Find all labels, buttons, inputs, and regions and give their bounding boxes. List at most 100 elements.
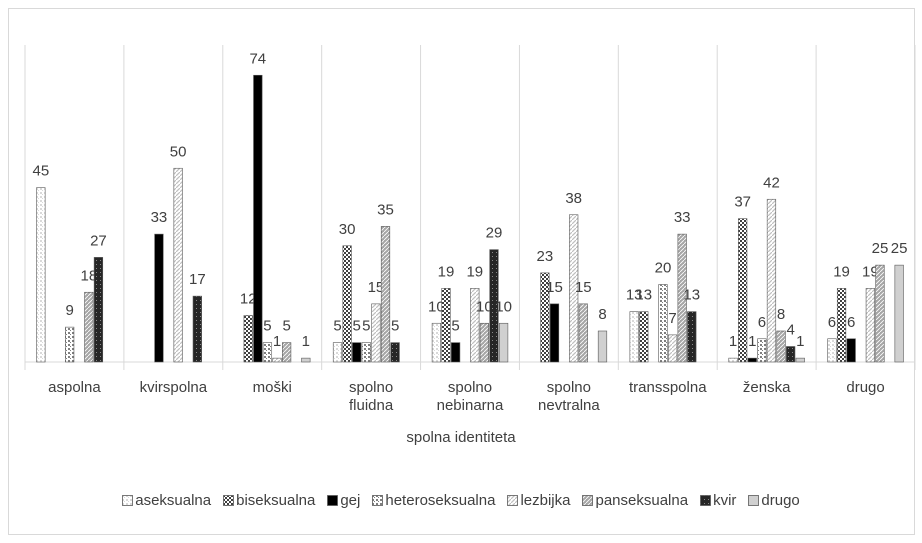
bar (352, 342, 362, 363)
legend-item: heteroseksualna (372, 492, 495, 509)
value-label: 29 (486, 225, 503, 242)
value-label: 15 (575, 279, 592, 296)
value-label: 42 (763, 174, 780, 191)
bar (795, 357, 805, 363)
bar (846, 338, 856, 363)
value-label: 25 (872, 240, 889, 257)
bar (282, 342, 292, 363)
legend-label: lezbijka (520, 492, 571, 509)
legend-item: drugo (748, 492, 800, 509)
value-label: 25 (891, 240, 908, 257)
value-label: 33 (674, 209, 691, 226)
value-label: 19 (466, 263, 483, 280)
bar (827, 338, 837, 363)
bar (272, 357, 282, 363)
legend-swatch (748, 495, 760, 506)
bar (262, 342, 273, 363)
chart-border (8, 8, 915, 535)
legend-label: biseksualna (236, 492, 316, 509)
value-label: 27 (90, 232, 107, 249)
legend-item: kvir (700, 492, 736, 509)
value-label: 50 (170, 143, 187, 160)
value-label: 33 (151, 209, 168, 226)
bar (639, 311, 649, 363)
bar (667, 334, 678, 363)
value-label: 10 (428, 298, 445, 315)
x-tick-label: moški (252, 379, 292, 396)
bar (253, 74, 263, 363)
value-label: 15 (368, 279, 385, 296)
bar (776, 330, 786, 363)
value-label: 5 (353, 318, 361, 335)
x-tick-label: aspolna (48, 379, 101, 396)
bar (479, 322, 490, 363)
bar (243, 315, 253, 363)
bar (361, 342, 371, 363)
legend-swatch (223, 495, 235, 506)
legend-item: biseksualna (223, 492, 315, 509)
legend-item: gej (327, 492, 360, 509)
legend-item: lezbijka (507, 492, 570, 509)
legend-item: panseksualna (582, 492, 688, 509)
value-label: 1 (302, 333, 310, 350)
legend-swatch (372, 495, 384, 506)
x-tick-label: spolno fluidna (349, 379, 394, 414)
legend-item: aseksualna (122, 492, 211, 509)
bar (747, 357, 757, 363)
value-label: 6 (758, 314, 766, 331)
bar (390, 342, 400, 363)
value-label: 10 (495, 298, 512, 315)
legend-label: heteroseksualna (385, 492, 496, 509)
x-tick-label: kvirspolna (139, 379, 208, 396)
bar (431, 322, 442, 363)
legend-swatch (327, 495, 339, 506)
value-label: 20 (655, 260, 672, 277)
legend-label: panseksualna (595, 492, 689, 509)
value-label: 5 (451, 318, 459, 335)
value-label: 1 (748, 333, 756, 350)
value-label: 12 (240, 291, 257, 308)
value-label: 37 (734, 194, 751, 211)
bar (836, 288, 847, 363)
bar (450, 342, 461, 363)
bar (498, 322, 509, 363)
value-label: 5 (333, 318, 341, 335)
value-label: 4 (786, 322, 794, 339)
bar (342, 245, 352, 363)
bar (301, 357, 311, 363)
bar (728, 357, 738, 363)
legend-label: drugo (761, 492, 800, 509)
bar (757, 338, 767, 363)
bar (875, 264, 885, 363)
legend: aseksualna biseksualna gej heteroseksualna l… (0, 492, 922, 509)
value-label: 10 (476, 298, 493, 315)
value-label: 74 (249, 50, 266, 67)
x-tick-label: transspolna (628, 379, 707, 396)
x-tick-label: spolno nevtralna (538, 379, 600, 414)
legend-label: aseksualna (135, 492, 212, 509)
bar (786, 346, 796, 363)
bar (569, 214, 579, 363)
value-label: 8 (777, 306, 785, 323)
value-label: 45 (33, 163, 50, 180)
value-label: 38 (565, 190, 582, 207)
bar (470, 288, 480, 363)
value-label: 6 (828, 314, 836, 331)
value-label: 5 (263, 318, 271, 335)
legend-swatch (507, 495, 519, 506)
bar (84, 291, 94, 363)
value-label: 1 (796, 333, 804, 350)
bar (578, 303, 588, 363)
value-label: 19 (862, 263, 879, 280)
legend-label: kvir (713, 492, 737, 509)
bar (65, 326, 75, 363)
value-label: 1 (273, 333, 281, 350)
bar (332, 342, 343, 363)
bar (766, 198, 777, 363)
bar (687, 311, 697, 363)
value-label: 19 (438, 263, 455, 280)
value-label: 13 (626, 287, 643, 304)
value-label: 30 (339, 221, 356, 238)
value-label: 7 (668, 310, 676, 327)
